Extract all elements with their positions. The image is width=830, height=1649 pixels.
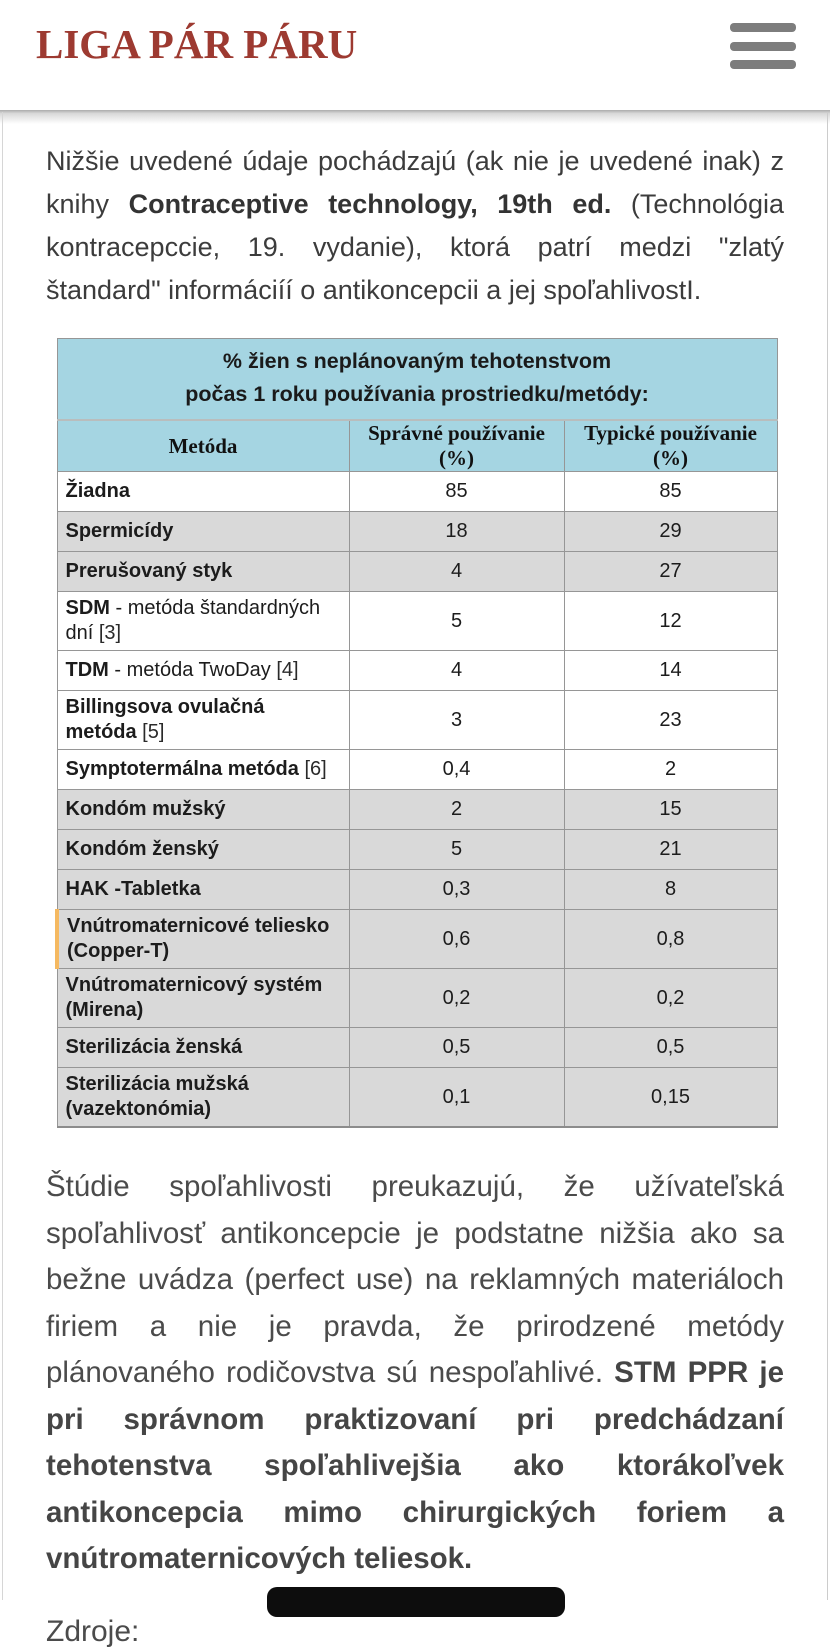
column-header-typical-use: Typické používanie (%) <box>563 419 778 472</box>
pregnancy-rate-table: % žien s neplánovaným tehotenstvom počas… <box>55 338 778 1128</box>
typical-use-cell: 0,8 <box>563 909 778 969</box>
main-content: Nižšie uvedené údaje pochádzajú (ak nie … <box>0 140 830 1649</box>
perfect-use-cell: 5 <box>348 591 565 651</box>
perfect-use-cell: 0,1 <box>348 1067 565 1128</box>
method-cell: Sterilizácia mužská (vazektonómia) <box>56 1067 350 1128</box>
typical-use-cell: 29 <box>563 511 778 552</box>
method-cell: Vnútromaternicové teliesko (Copper-T) <box>55 909 350 969</box>
perfect-use-cell: 3 <box>348 690 565 750</box>
typical-use-cell: 8 <box>563 869 778 910</box>
typical-use-cell: 85 <box>563 471 778 512</box>
method-cell: Vnútromaternicový systém (Mirena) <box>56 968 350 1028</box>
table-caption-row: % žien s neplánovaným tehotenstvom počas… <box>56 338 778 421</box>
hamburger-icon <box>730 60 796 69</box>
perfect-use-cell: 0,4 <box>348 749 565 790</box>
intro-text-bold: Contraceptive technology, 19th ed. <box>128 189 612 219</box>
perfect-use-cell: 5 <box>348 829 565 870</box>
table-row: Vnútromaternicový systém (Mirena) 0,2 0,2 <box>56 968 778 1028</box>
perfect-use-cell: 0,5 <box>348 1027 565 1068</box>
method-cell: TDM - metóda TwoDay [4] <box>56 650 350 691</box>
perfect-use-cell: 0,3 <box>348 869 565 910</box>
bottom-cutoff-element <box>267 1587 565 1617</box>
table-row: Symptotermálna metóda [6] 0,4 2 <box>56 749 778 790</box>
table-row: Žiadna 85 85 <box>56 471 778 512</box>
reliability-text-normal: Štúdie spoľahlivosti preukazujú, že užív… <box>46 1170 784 1389</box>
intro-paragraph: Nižšie uvedené údaje pochádzajú (ak nie … <box>46 140 784 312</box>
table-row: HAK -Tabletka 0,3 8 <box>56 869 778 910</box>
reliability-text-bold: STM PPR je pri správnom praktizovaní pri… <box>46 1356 784 1575</box>
method-cell: Symptotermálna metóda [6] <box>56 749 350 790</box>
table-row: Vnútromaternicové teliesko (Copper-T) 0,6… <box>55 909 778 969</box>
table-row: Kondóm ženský 5 21 <box>56 829 778 870</box>
site-logo[interactable]: LIGA PÁR PÁRU <box>36 21 358 67</box>
table-row: Kondóm mužský 2 15 <box>56 789 778 830</box>
table-row: Billingsova ovulačná metóda [5] 3 23 <box>56 690 778 750</box>
column-header-perfect-use: Správné používanie (%) <box>348 419 565 472</box>
method-cell: Sterilizácia ženská <box>56 1027 350 1068</box>
menu-button[interactable] <box>730 23 796 69</box>
hamburger-icon <box>730 41 796 51</box>
table-row: Sterilizácia ženská 0,5 0,5 <box>56 1027 778 1068</box>
table-caption: % žien s neplánovaným tehotenstvom počas… <box>56 338 778 421</box>
site-header: LIGA PÁR PÁRU <box>0 0 830 110</box>
method-cell: HAK -Tabletka <box>56 869 350 910</box>
method-cell: Žiadna <box>56 471 350 512</box>
perfect-use-cell: 0,6 <box>348 909 565 969</box>
perfect-use-cell: 85 <box>348 471 565 512</box>
typical-use-cell: 0,15 <box>563 1067 778 1128</box>
typical-use-cell: 12 <box>563 591 778 651</box>
table-caption-line1: % žien s neplánovaným tehotenstvom <box>222 349 612 373</box>
method-cell: Prerušovaný styk <box>56 551 350 592</box>
typical-use-cell: 0,2 <box>563 968 778 1028</box>
table-row: Spermicídy 18 29 <box>56 511 778 552</box>
hamburger-icon <box>730 23 796 32</box>
intro-text-after: (Technológia kontracepccie, 19. vydanie)… <box>46 189 784 305</box>
method-cell: Billingsova ovulačná metóda [5] <box>56 690 350 750</box>
typical-use-cell: 23 <box>563 690 778 750</box>
method-cell: Spermicídy <box>56 511 350 552</box>
typical-use-cell: 14 <box>563 650 778 691</box>
perfect-use-cell: 2 <box>348 789 565 830</box>
typical-use-cell: 2 <box>563 749 778 790</box>
method-cell: SDM - metóda štandardných dní [3] <box>56 591 350 651</box>
typical-use-cell: 0,5 <box>563 1027 778 1068</box>
typical-use-cell: 27 <box>563 551 778 592</box>
sources-label: Zdroje: <box>46 1614 140 1648</box>
reliability-paragraph: Štúdie spoľahlivosti preukazujú, že užív… <box>46 1164 784 1583</box>
perfect-use-cell: 0,2 <box>348 968 565 1028</box>
table-row: TDM - metóda TwoDay [4] 4 14 <box>56 650 778 691</box>
table-header-row: Metóda Správné používanie (%) Typické po… <box>56 419 778 472</box>
typical-use-cell: 15 <box>563 789 778 830</box>
header-divider <box>0 110 830 124</box>
table-caption-line2: počas 1 roku používania prostriedku/metó… <box>185 382 649 406</box>
method-cell: Kondóm mužský <box>56 789 350 830</box>
perfect-use-cell: 4 <box>348 650 565 691</box>
typical-use-cell: 21 <box>563 829 778 870</box>
table-row: Prerušovaný styk 4 27 <box>56 551 778 592</box>
intro-text-before: Nižšie uvedené údaje pochádzajú (ak nie … <box>46 146 784 219</box>
method-cell: Kondóm ženský <box>56 829 350 870</box>
perfect-use-cell: 18 <box>348 511 565 552</box>
table-row: Sterilizácia mužská (vazektonómia) 0,1 0,1… <box>56 1067 778 1128</box>
perfect-use-cell: 4 <box>348 551 565 592</box>
table-row: SDM - metóda štandardných dní [3] 5 12 <box>56 591 778 651</box>
column-header-method: Metóda <box>56 419 350 472</box>
